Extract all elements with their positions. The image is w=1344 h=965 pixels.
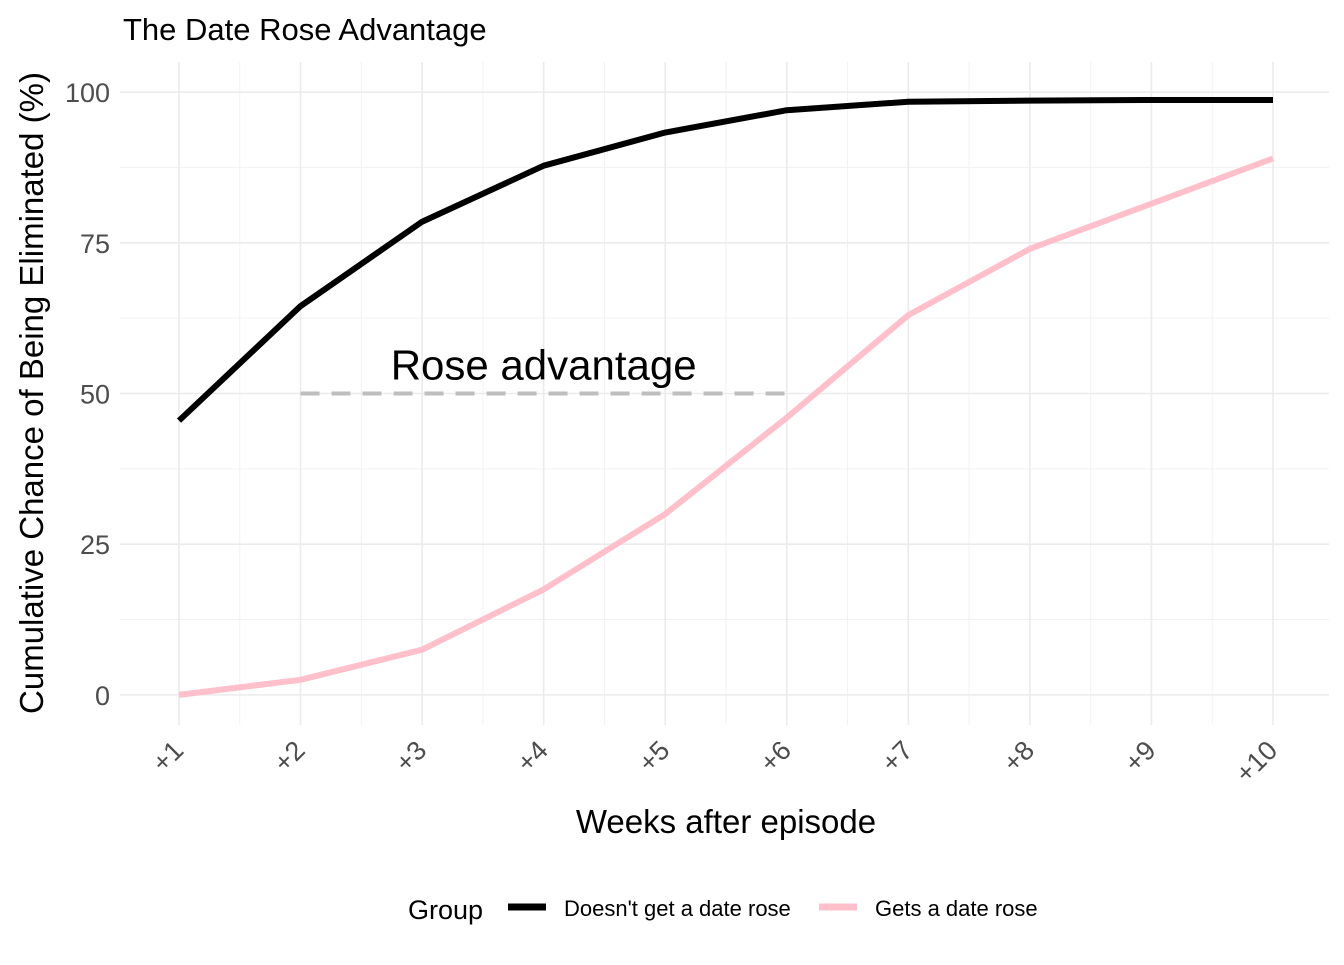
x-tick-label: +4 <box>511 735 554 778</box>
x-tick-label: +2 <box>268 735 311 778</box>
annotation: Rose advantage <box>300 342 787 396</box>
legend: Group Doesn't get a date rose Gets a date… <box>408 895 1038 925</box>
y-tick-label: 25 <box>80 530 110 560</box>
grid <box>120 62 1329 725</box>
x-tick-label: +9 <box>1119 735 1162 778</box>
series-line-0 <box>176 96 1273 423</box>
series-line-1 <box>178 155 1275 698</box>
y-axis-ticks: 0 25 50 75 100 <box>65 78 110 711</box>
chart-title: The Date Rose Advantage <box>123 12 487 47</box>
x-axis-ticks: +1 +2 +3 +4 +5 +6 +7 +8 +9 +10 <box>146 735 1283 789</box>
y-axis-label: Cumulative Chance of Being Eliminated (%… <box>13 72 50 714</box>
series-lines <box>176 96 1275 698</box>
x-tick-label: +10 <box>1230 735 1284 789</box>
y-tick-label: 100 <box>65 78 110 108</box>
x-tick-label: +7 <box>876 735 919 778</box>
y-tick-label: 75 <box>80 229 110 259</box>
x-tick-label: +5 <box>632 735 675 778</box>
legend-title: Group <box>408 895 483 925</box>
x-tick-label: +1 <box>146 735 189 778</box>
legend-label: Gets a date rose <box>875 896 1038 921</box>
x-tick-label: +3 <box>389 735 432 778</box>
legend-label: Doesn't get a date rose <box>564 896 791 921</box>
y-tick-label: 50 <box>80 380 110 410</box>
annotation-label: Rose advantage <box>391 342 697 389</box>
x-tick-label: +6 <box>754 735 797 778</box>
x-tick-label: +8 <box>997 735 1040 778</box>
y-tick-label: 0 <box>95 681 110 711</box>
x-axis-label: Weeks after episode <box>576 803 876 840</box>
